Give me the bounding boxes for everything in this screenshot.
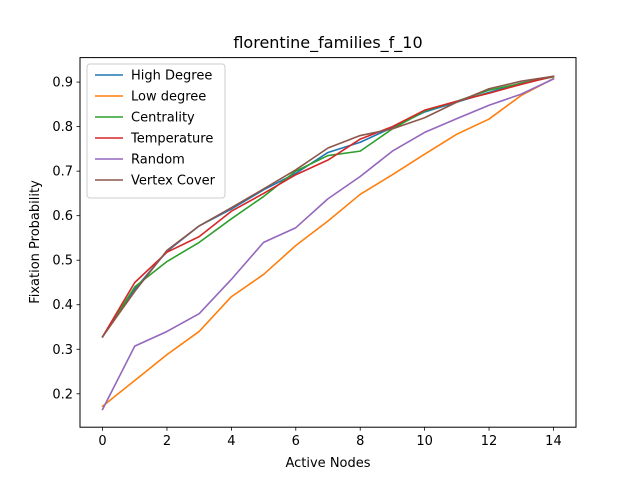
axes-frame <box>79 57 577 428</box>
y-tick-label: 0.2 <box>52 387 73 402</box>
legend-label-low-degree: Low degree <box>131 90 206 105</box>
legend-label-vertex-cover: Vertex Cover <box>131 174 216 189</box>
x-axis: 0 2 4 6 8 10 12 14 <box>98 427 562 449</box>
series-line-random <box>101 77 555 411</box>
legend-label-centrality: Centrality <box>131 111 195 126</box>
x-tick-label: 10 <box>416 434 433 449</box>
y-tick-label: 0.8 <box>52 120 73 135</box>
series-line-vertex-cover <box>101 75 555 338</box>
legend-label-high-degree: High Degree <box>131 69 212 84</box>
y-tick-label: 0.6 <box>52 209 73 224</box>
x-tick-label: 0 <box>98 434 106 449</box>
y-tick-label: 0.5 <box>52 254 73 269</box>
series-line-temperature <box>101 75 555 338</box>
y-tick-label: 0.4 <box>52 298 73 313</box>
y-axis-label: Fixation Probability <box>28 180 43 304</box>
x-tick-label: 2 <box>163 434 171 449</box>
x-axis-label: Active Nodes <box>285 456 370 471</box>
x-tick-label: 6 <box>292 434 300 449</box>
chart-title: florentine_families_f_10 <box>233 33 422 53</box>
plot-area <box>101 75 555 411</box>
legend-box <box>86 63 226 199</box>
y-tick-label: 0.9 <box>52 76 73 91</box>
legend: High Degree Low degree Centrality Temperatu… <box>86 63 226 199</box>
x-tick-label: 8 <box>356 434 364 449</box>
series-line-low-degree <box>101 77 555 408</box>
x-tick-label: 4 <box>227 434 235 449</box>
x-tick-label: 12 <box>481 434 498 449</box>
legend-label-temperature: Temperature <box>130 132 213 147</box>
y-tick-label: 0.7 <box>52 165 73 180</box>
x-tick-label: 14 <box>545 434 562 449</box>
y-axis: 0.2 0.3 0.4 0.5 0.6 0.7 0.8 0.9 <box>52 76 80 402</box>
y-tick-label: 0.3 <box>52 343 73 358</box>
legend-label-random: Random <box>131 153 185 168</box>
